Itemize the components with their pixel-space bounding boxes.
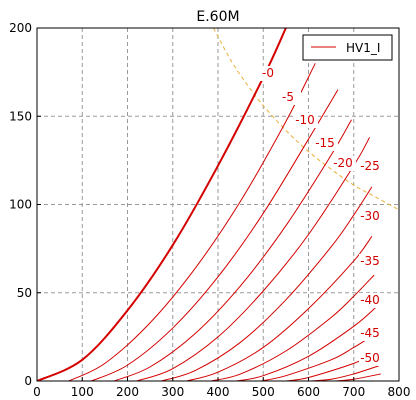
legend-box [302, 34, 393, 61]
dissipation-limit-curve [213, 28, 399, 211]
curve-label-bg [257, 66, 281, 81]
plate-curve [136, 137, 371, 381]
curve-label: -5 [282, 90, 294, 104]
plate-curve [161, 186, 373, 381]
plate-curve [91, 89, 339, 381]
curve-label: -50 [360, 351, 380, 365]
x-tick-label: 0 [33, 385, 41, 399]
plate-curve [68, 63, 316, 381]
curve-label-bg [359, 326, 383, 341]
y-tick-label: 100 [9, 198, 32, 212]
axis-ticks: 0 100 200 300 400 500 600 700 800 0 50 100 150 200 [9, 21, 410, 399]
x-tick-label: 800 [388, 385, 411, 399]
plate-curve [113, 119, 352, 381]
x-tick-label: 500 [252, 385, 275, 399]
curve-label-bg [359, 293, 383, 308]
curve-label: -15 [315, 136, 335, 150]
y-tick-label: 50 [17, 286, 32, 300]
curve-labels: -0 -5-10-15 -20 -25 -30 -35 -40 -45 -50 [257, 66, 383, 366]
curve-label: -0 [262, 66, 274, 80]
curve-label-bg [359, 159, 383, 174]
grid [37, 28, 399, 381]
curve-label-bg [294, 113, 318, 128]
legend-entry-label: HV1_I [346, 41, 380, 55]
x-tick-label: 100 [71, 385, 94, 399]
curve-label-bg [359, 254, 383, 269]
curve-label: -45 [360, 326, 380, 340]
y-tick-label: 200 [9, 21, 32, 35]
plate-curve [260, 332, 377, 381]
curve-label: -35 [360, 254, 380, 268]
curve-label: -30 [360, 209, 380, 223]
curve-label-bg [359, 351, 383, 366]
x-tick-label: 300 [161, 385, 184, 399]
plate-curve [211, 274, 375, 381]
curve-label-bg [314, 136, 338, 151]
curve-label: -20 [333, 156, 353, 170]
curve-label: -25 [360, 159, 380, 173]
curve-label: -40 [360, 293, 380, 307]
plate-curve [236, 306, 377, 381]
y-tick-label: 0 [24, 374, 32, 388]
plate-curve [310, 364, 382, 381]
curve-label: -10 [295, 113, 315, 127]
curve-label-bg [359, 209, 383, 224]
x-tick-label: 600 [297, 385, 320, 399]
dissipation-limit-line [213, 28, 399, 211]
legend: HV1_I [302, 34, 393, 61]
chart-title: E.60M [196, 9, 239, 25]
x-tick-label: 400 [207, 385, 230, 399]
curve-label-bg [332, 156, 356, 171]
plate-curve [186, 235, 373, 381]
y-tick-label: 150 [9, 109, 32, 123]
x-tick-label: 200 [116, 385, 139, 399]
x-tick-label: 700 [342, 385, 365, 399]
curve-label-bg [277, 90, 301, 105]
plate-curve [335, 373, 381, 381]
